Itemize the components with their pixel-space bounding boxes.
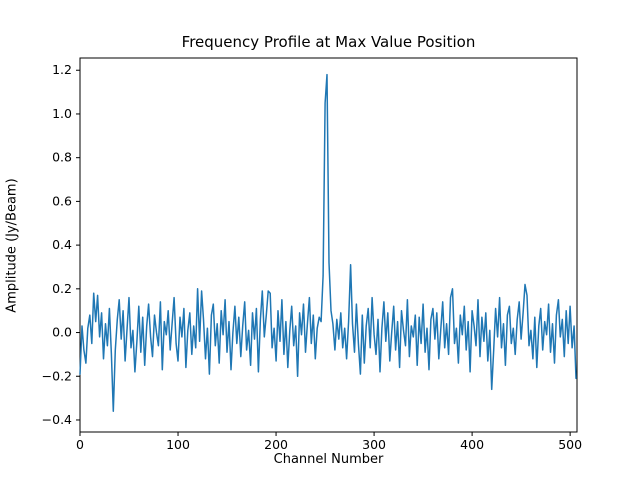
x-tick-label: 400 [460, 437, 484, 452]
y-tick-label: −0.2 [42, 368, 72, 383]
y-tick-label: 0.4 [52, 237, 72, 252]
x-tick-label: 300 [362, 437, 386, 452]
y-tick-label: 0.2 [52, 281, 72, 296]
y-tick-label: 1.2 [52, 62, 72, 77]
chart-title: Frequency Profile at Max Value Position [181, 33, 476, 51]
y-axis-ticks: −0.4 −0.2 0.0 0.2 0.4 0.6 0.8 1.0 1.2 [42, 62, 80, 427]
y-tick-label: 0.6 [52, 193, 72, 208]
x-tick-label: 200 [264, 437, 288, 452]
x-tick-label: 100 [166, 437, 190, 452]
y-tick-label: 0.0 [52, 325, 72, 340]
x-tick-label: 0 [76, 437, 84, 452]
data-line [79, 73, 577, 412]
y-axis-label: Amplitude (Jy/Beam) [4, 178, 20, 313]
x-tick-label: 500 [558, 437, 582, 452]
y-tick-label: −0.4 [42, 412, 72, 427]
y-tick-label: 1.0 [52, 106, 72, 121]
x-axis-ticks: 0 100 200 300 400 500 [76, 432, 582, 452]
y-tick-label: 0.8 [52, 150, 72, 165]
x-axis-label: Channel Number [273, 452, 384, 467]
